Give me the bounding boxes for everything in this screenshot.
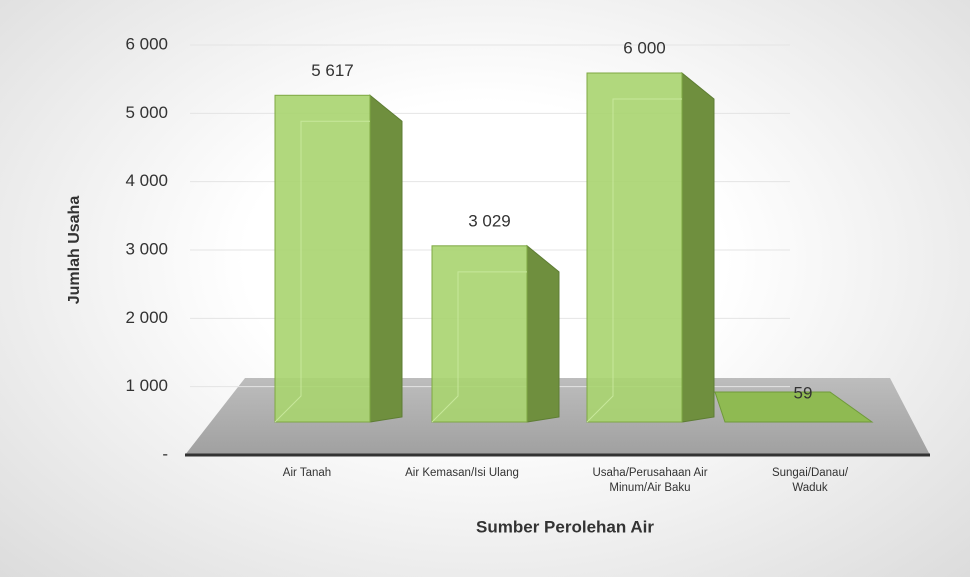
- data-label: 3 029: [468, 211, 511, 230]
- y-tick-label: 4 000: [125, 171, 168, 190]
- bar-face: [714, 391, 874, 423]
- bar: [274, 94, 403, 423]
- bar: [586, 71, 715, 423]
- y-tick-label: 6 000: [125, 34, 168, 53]
- y-tick-label: 3 000: [125, 239, 168, 258]
- bar-face: [431, 271, 527, 423]
- data-label: 5 617: [311, 61, 354, 80]
- bar: [431, 244, 560, 423]
- bar-face: [526, 244, 560, 423]
- bar-face: [274, 120, 370, 423]
- bar-face: [274, 94, 371, 423]
- data-label: 59: [794, 383, 813, 402]
- x-tick-label: Usaha/Perusahaan Air Minum/Air Baku: [592, 467, 708, 494]
- x-tick-label: Sungai/Danau/ Waduk: [771, 467, 849, 494]
- x-tick-label: Air Kemasan/Isi Ulang: [405, 467, 519, 479]
- bar-face: [681, 71, 715, 423]
- y-axis-title: Jumlah Usaha: [66, 196, 83, 305]
- bar-face: [586, 72, 683, 423]
- data-label: 6 000: [623, 38, 666, 57]
- y-tick-label: 5 000: [125, 103, 168, 122]
- bar-face: [369, 94, 403, 423]
- y-tick-label: -: [162, 444, 168, 463]
- y-tick-label: 1 000: [125, 376, 168, 395]
- bar-face: [431, 245, 528, 423]
- x-tick-label: Air Tanah: [282, 467, 332, 479]
- y-tick-label: 2 000: [125, 308, 168, 327]
- bar-face: [586, 98, 682, 423]
- x-axis-title: Sumber Perolehan Air: [476, 517, 654, 536]
- bar: [714, 391, 874, 423]
